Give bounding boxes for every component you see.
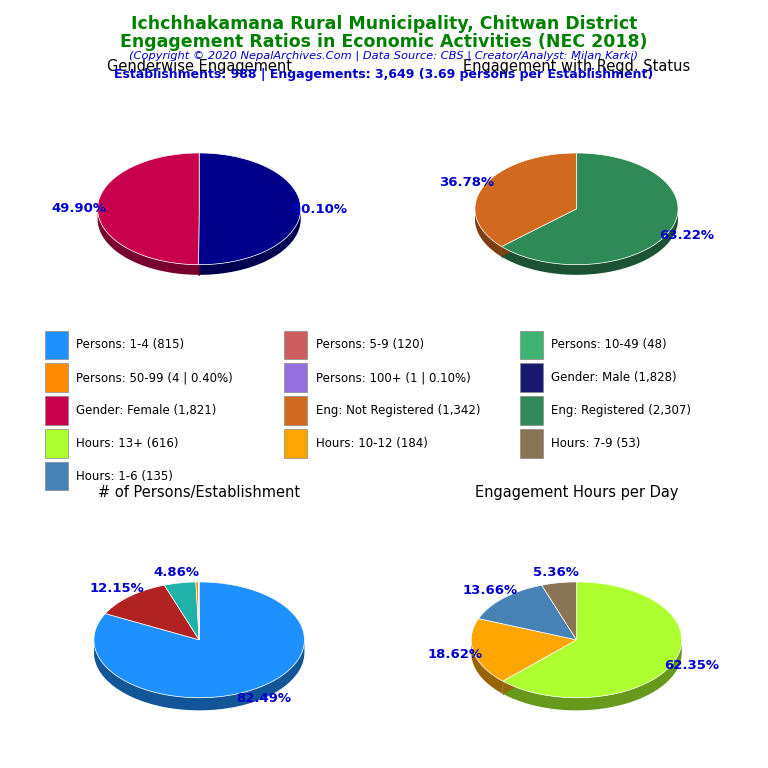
Polygon shape <box>94 582 304 698</box>
Text: 49.90%: 49.90% <box>51 202 107 215</box>
Text: Persons: 1-4 (815): Persons: 1-4 (815) <box>77 339 184 351</box>
Polygon shape <box>503 640 577 694</box>
Title: Engagement with Regd. Status: Engagement with Regd. Status <box>463 59 690 74</box>
Title: Engagement Hours per Day: Engagement Hours per Day <box>475 485 678 501</box>
Text: Hours: 13+ (616): Hours: 13+ (616) <box>77 437 179 450</box>
FancyBboxPatch shape <box>520 363 543 392</box>
Text: Persons: 50-99 (4 | 0.40%): Persons: 50-99 (4 | 0.40%) <box>77 371 233 384</box>
Text: Persons: 100+ (1 | 0.10%): Persons: 100+ (1 | 0.10%) <box>316 371 471 384</box>
FancyBboxPatch shape <box>284 429 307 458</box>
Text: 36.78%: 36.78% <box>439 176 495 189</box>
FancyBboxPatch shape <box>45 396 68 425</box>
Title: Genderwise Engagement: Genderwise Engagement <box>107 59 292 74</box>
Text: Persons: 10-49 (48): Persons: 10-49 (48) <box>551 339 667 351</box>
Polygon shape <box>502 153 678 265</box>
Text: 12.15%: 12.15% <box>90 582 145 595</box>
Polygon shape <box>503 640 577 694</box>
FancyBboxPatch shape <box>520 330 543 359</box>
Text: Persons: 5-9 (120): Persons: 5-9 (120) <box>316 339 424 351</box>
Text: Engagement Ratios in Economic Activities (NEC 2018): Engagement Ratios in Economic Activities… <box>121 33 647 51</box>
Text: 18.62%: 18.62% <box>428 647 482 660</box>
Polygon shape <box>503 641 682 710</box>
Polygon shape <box>475 210 502 257</box>
Polygon shape <box>503 582 682 698</box>
Polygon shape <box>164 582 199 640</box>
FancyBboxPatch shape <box>45 462 68 491</box>
Text: 62.35%: 62.35% <box>664 659 719 672</box>
FancyBboxPatch shape <box>45 330 68 359</box>
Text: Hours: 7-9 (53): Hours: 7-9 (53) <box>551 437 641 450</box>
Text: Ichchhakamana Rural Municipality, Chitwan District: Ichchhakamana Rural Municipality, Chitwa… <box>131 15 637 33</box>
Text: 50.10%: 50.10% <box>292 203 346 216</box>
Polygon shape <box>472 640 503 694</box>
Polygon shape <box>105 585 199 640</box>
FancyBboxPatch shape <box>284 396 307 425</box>
FancyBboxPatch shape <box>520 429 543 458</box>
Polygon shape <box>502 209 577 257</box>
Text: Eng: Not Registered (1,342): Eng: Not Registered (1,342) <box>316 404 480 417</box>
Text: Establishments: 988 | Engagements: 3,649 (3.69 persons per Establishment): Establishments: 988 | Engagements: 3,649… <box>114 68 654 81</box>
Polygon shape <box>502 209 577 257</box>
FancyBboxPatch shape <box>284 363 307 392</box>
Text: (Copyright © 2020 NepalArchives.Com | Data Source: CBS | Creator/Analyst: Milan : (Copyright © 2020 NepalArchives.Com | Da… <box>130 51 638 61</box>
Text: 4.86%: 4.86% <box>154 566 200 579</box>
Polygon shape <box>98 210 199 275</box>
Text: 63.22%: 63.22% <box>659 229 713 242</box>
Text: Eng: Registered (2,307): Eng: Registered (2,307) <box>551 404 691 417</box>
Polygon shape <box>98 153 199 265</box>
Polygon shape <box>199 210 301 275</box>
Polygon shape <box>502 211 678 275</box>
Polygon shape <box>199 153 301 265</box>
Polygon shape <box>94 641 304 710</box>
FancyBboxPatch shape <box>284 330 307 359</box>
Text: 82.49%: 82.49% <box>237 692 292 704</box>
Polygon shape <box>472 618 577 681</box>
FancyBboxPatch shape <box>520 396 543 425</box>
Text: Hours: 10-12 (184): Hours: 10-12 (184) <box>316 437 428 450</box>
Text: Gender: Female (1,821): Gender: Female (1,821) <box>77 404 217 417</box>
FancyBboxPatch shape <box>45 363 68 392</box>
Text: 13.66%: 13.66% <box>463 584 518 597</box>
Text: Hours: 1-6 (135): Hours: 1-6 (135) <box>77 470 174 482</box>
Polygon shape <box>475 153 577 247</box>
Polygon shape <box>541 582 577 640</box>
Text: 5.36%: 5.36% <box>533 566 578 579</box>
Polygon shape <box>196 582 199 640</box>
Polygon shape <box>478 585 577 640</box>
Text: Gender: Male (1,828): Gender: Male (1,828) <box>551 371 677 384</box>
Title: # of Persons/Establishment: # of Persons/Establishment <box>98 485 300 501</box>
FancyBboxPatch shape <box>45 429 68 458</box>
